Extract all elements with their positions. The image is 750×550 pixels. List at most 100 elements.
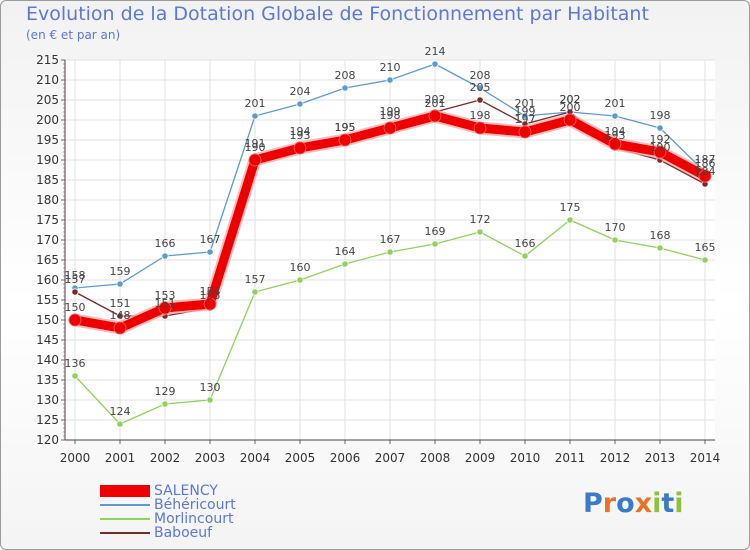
legend-swatch-baboeuf xyxy=(100,532,150,534)
legend: SALENCY Béhéricourt Morlincourt Baboeuf xyxy=(100,484,236,540)
data-point-salency xyxy=(653,145,667,159)
data-label-baboeuf: 157 xyxy=(65,273,86,286)
data-point-baboeuf xyxy=(116,312,124,320)
data-point-behericourt xyxy=(431,60,439,68)
data-label-salency: 197 xyxy=(515,113,536,126)
data-label-salency: 190 xyxy=(245,141,266,154)
data-point-morlincourt xyxy=(611,236,619,244)
y-tick-label: 160 xyxy=(36,273,59,287)
data-label-behericourt: 201 xyxy=(245,97,266,110)
data-label-baboeuf: 195 xyxy=(335,121,356,134)
logo-letter: i xyxy=(652,488,662,519)
data-label-morlincourt: 157 xyxy=(245,273,266,286)
y-tick-label: 185 xyxy=(36,173,59,187)
legend-item-baboeuf: Baboeuf xyxy=(100,526,236,540)
data-point-morlincourt xyxy=(701,256,709,264)
data-point-morlincourt xyxy=(251,288,259,296)
legend-swatch-behericourt xyxy=(100,504,150,506)
y-tick-label: 200 xyxy=(36,113,59,127)
y-tick-label: 150 xyxy=(36,313,59,327)
legend-label-behericourt: Béhéricourt xyxy=(154,497,236,513)
y-tick-label: 120 xyxy=(36,433,59,447)
data-point-morlincourt xyxy=(476,228,484,236)
data-label-baboeuf: 151 xyxy=(110,297,131,310)
legend-swatch-salency xyxy=(100,485,150,497)
data-label-baboeuf: 191 xyxy=(245,137,266,150)
y-tick-label: 210 xyxy=(36,73,59,87)
legend-item-salency: SALENCY xyxy=(100,484,236,498)
logo-letter: o xyxy=(616,488,635,519)
data-label-morlincourt: 136 xyxy=(65,357,86,370)
data-label-baboeuf: 151 xyxy=(155,297,176,310)
x-tick-label: 2003 xyxy=(195,451,226,465)
data-point-salency xyxy=(383,121,397,135)
data-label-baboeuf: 205 xyxy=(470,81,491,94)
data-point-behericourt xyxy=(341,84,349,92)
data-label-salency: 153 xyxy=(155,289,176,302)
chart-subtitle: (en € et par an) xyxy=(26,28,121,42)
data-label-behericourt: 208 xyxy=(470,69,491,82)
data-label-baboeuf: 202 xyxy=(425,93,446,106)
logo-letter: r xyxy=(602,488,617,519)
data-label-behericourt: 201 xyxy=(515,97,536,110)
data-point-salency xyxy=(473,121,487,135)
data-point-salency xyxy=(113,321,127,335)
data-label-behericourt: 198 xyxy=(650,109,671,122)
data-label-morlincourt: 130 xyxy=(200,381,221,394)
data-point-behericourt xyxy=(611,112,619,120)
data-point-morlincourt xyxy=(341,260,349,268)
x-tick-label: 2009 xyxy=(465,451,496,465)
data-point-salency xyxy=(158,301,172,315)
data-point-morlincourt xyxy=(161,400,169,408)
data-label-salency: 186 xyxy=(695,157,716,170)
logo-letter: i xyxy=(674,488,684,519)
logo-letter: t xyxy=(661,488,675,519)
data-label-behericourt: 210 xyxy=(380,61,401,74)
data-point-baboeuf xyxy=(71,288,79,296)
data-point-behericourt xyxy=(386,76,394,84)
data-label-baboeuf: 153 xyxy=(200,289,221,302)
data-label-salency: 198 xyxy=(380,109,401,122)
x-tick-label: 2013 xyxy=(645,451,676,465)
data-point-morlincourt xyxy=(386,248,394,256)
data-label-baboeuf: 194 xyxy=(290,125,311,138)
x-tick-label: 2011 xyxy=(555,451,586,465)
line-chart: 120 125 130 135 140 145 150 155 160 165 170 175 180 1… xyxy=(36,45,720,465)
data-point-morlincourt xyxy=(431,240,439,248)
legend-label-salency: SALENCY xyxy=(154,483,218,499)
data-label-behericourt: 208 xyxy=(335,69,356,82)
legend-label-baboeuf: Baboeuf xyxy=(154,525,213,541)
proxiti-logo: Proxiti xyxy=(583,488,684,519)
data-label-morlincourt: 129 xyxy=(155,385,176,398)
data-label-morlincourt: 124 xyxy=(110,405,131,418)
data-point-morlincourt xyxy=(71,372,79,380)
data-label-salency: 195 xyxy=(335,121,356,134)
data-point-baboeuf xyxy=(476,96,484,104)
data-label-baboeuf: 190 xyxy=(650,141,671,154)
data-point-behericourt xyxy=(521,112,529,120)
x-tick-label: 2012 xyxy=(600,451,631,465)
x-tick-label: 2010 xyxy=(510,451,541,465)
data-label-salency: 200 xyxy=(560,101,581,114)
data-point-salency xyxy=(68,313,82,327)
y-tick-label: 195 xyxy=(36,133,59,147)
data-point-behericourt xyxy=(116,280,124,288)
x-tick-label: 2006 xyxy=(330,451,361,465)
data-label-behericourt: 166 xyxy=(155,237,176,250)
x-tick-label: 2007 xyxy=(375,451,406,465)
data-point-salency xyxy=(428,109,442,123)
data-point-salency xyxy=(563,113,577,127)
x-tick-label: 2000 xyxy=(60,451,91,465)
legend-item-behericourt: Béhéricourt xyxy=(100,498,236,512)
y-tick-label: 125 xyxy=(36,413,59,427)
data-label-baboeuf: 199 xyxy=(515,105,536,118)
data-label-morlincourt: 169 xyxy=(425,225,446,238)
x-tick-label: 2008 xyxy=(420,451,451,465)
logo-letter: P xyxy=(583,488,603,519)
data-label-behericourt: 204 xyxy=(290,85,311,98)
data-point-salency xyxy=(293,141,307,155)
data-label-morlincourt: 166 xyxy=(515,237,536,250)
y-tick-label: 155 xyxy=(36,293,59,307)
data-label-morlincourt: 160 xyxy=(290,261,311,274)
y-tick-label: 130 xyxy=(36,393,59,407)
